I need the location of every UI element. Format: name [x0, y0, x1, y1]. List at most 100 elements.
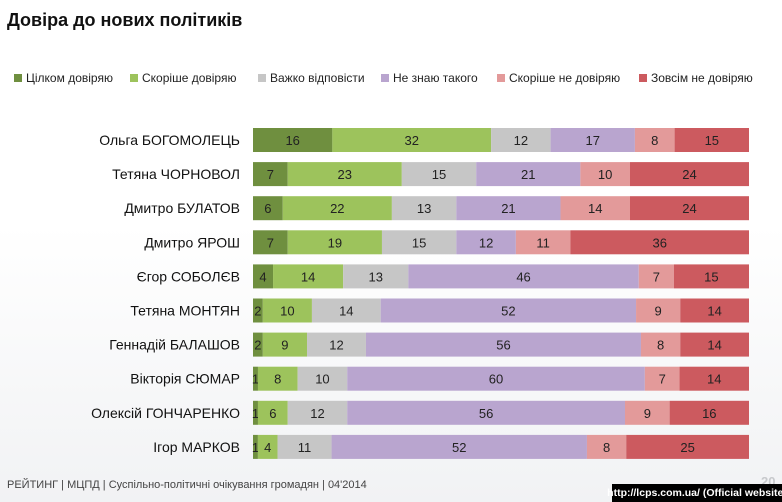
legend-label: Не знаю такого — [393, 71, 478, 85]
legend-swatch — [14, 74, 22, 82]
data-label: 56 — [479, 406, 493, 421]
data-label: 7 — [653, 269, 660, 284]
category-label: Дмитро БУЛАТОВ — [124, 200, 240, 216]
data-label: 6 — [269, 406, 276, 421]
data-label: 8 — [657, 338, 664, 353]
legend-item: Скоріше довіряю — [130, 71, 236, 85]
data-label: 7 — [659, 372, 666, 387]
legend-swatch — [381, 74, 389, 82]
bar-segment — [476, 162, 581, 187]
bar-segment — [347, 366, 645, 391]
category-label: Вікторія СЮМАР — [130, 371, 240, 387]
data-label: 8 — [603, 440, 610, 455]
bar-segment — [282, 196, 392, 221]
data-label: 46 — [516, 269, 530, 284]
footer-source: РЕЙТИНГ | МЦПД | Суспільно-політичні очі… — [7, 479, 367, 491]
legend-label: Цілком довіряю — [26, 71, 113, 85]
bar-segment — [638, 264, 674, 289]
data-label: 1 — [252, 440, 259, 455]
bar-segment — [253, 230, 288, 255]
bar-segment — [456, 196, 561, 221]
legend-label: Скоріше не довіряю — [509, 71, 621, 85]
data-label: 13 — [369, 269, 383, 284]
data-label: 14 — [588, 201, 602, 216]
bar-segment — [297, 366, 348, 391]
bar-segment — [636, 298, 681, 323]
data-label: 23 — [338, 167, 352, 182]
bar-segment — [515, 230, 571, 255]
data-label: 15 — [412, 235, 426, 250]
legend-swatch — [130, 74, 138, 82]
bar-segment — [586, 434, 627, 459]
bar-segment — [287, 162, 402, 187]
data-label: 9 — [644, 406, 651, 421]
bar-segment — [253, 400, 258, 425]
data-label: 24 — [682, 167, 696, 182]
bar-segment — [560, 196, 630, 221]
bar-segment — [257, 400, 288, 425]
bar-segment — [332, 128, 492, 152]
data-label: 22 — [330, 201, 344, 216]
bar-segment — [253, 128, 333, 152]
category-label: Тетяна МОНТЯН — [130, 303, 240, 319]
legend-item: Важко відповісти — [258, 71, 365, 85]
data-label: 56 — [496, 338, 510, 353]
chart-title: Довіра до нових політиків — [7, 10, 243, 30]
data-label: 4 — [259, 269, 266, 284]
bar-segment — [626, 434, 749, 459]
bar-segment — [380, 298, 637, 323]
data-label: 16 — [702, 406, 716, 421]
legend-item: Скоріше не довіряю — [497, 71, 620, 85]
bar-segment — [680, 298, 749, 323]
bar-segment — [287, 400, 348, 425]
data-label: 11 — [536, 235, 550, 250]
data-label: 17 — [586, 133, 600, 148]
data-label: 52 — [501, 304, 515, 319]
bar-segment — [629, 196, 749, 221]
category-label: Дмитро ЯРОШ — [144, 234, 240, 250]
legend-label: Важко відповісти — [270, 71, 365, 85]
data-label: 16 — [285, 133, 299, 148]
data-label: 10 — [315, 372, 329, 387]
data-label: 21 — [521, 167, 535, 182]
data-label: 9 — [655, 304, 662, 319]
data-label: 24 — [682, 201, 696, 216]
bar-segment — [287, 230, 382, 255]
data-label: 14 — [339, 304, 353, 319]
bar-segment — [580, 162, 630, 187]
data-label: 8 — [651, 133, 658, 148]
data-label: 15 — [432, 167, 446, 182]
category-label: Тетяна ЧОРНОВОЛ — [112, 166, 240, 182]
bar-segment — [331, 434, 587, 459]
legend-label: Зовсім не довіряю — [651, 71, 753, 85]
bar-segment — [257, 366, 298, 391]
data-label: 15 — [704, 269, 718, 284]
data-label: 1 — [252, 372, 259, 387]
bar-segment — [456, 230, 516, 255]
data-label: 60 — [489, 372, 503, 387]
data-label: 10 — [598, 167, 612, 182]
bar-segment — [253, 162, 288, 187]
category-label: Ігор МАРКОВ — [153, 439, 240, 455]
category-label: Олексій ГОНЧАРЕНКО — [91, 405, 240, 421]
bar-segment — [550, 128, 635, 152]
bar-segment — [253, 434, 258, 459]
bar-segment — [253, 332, 263, 357]
data-label: 32 — [404, 133, 418, 148]
bar-segment — [640, 332, 681, 357]
legend-item: Не знаю такого — [381, 71, 478, 85]
data-label: 13 — [417, 201, 431, 216]
bar-segment — [347, 400, 625, 425]
source-badge: http://lcps.com.ua/ (Official website) — [607, 484, 782, 502]
bar-segment — [680, 332, 749, 357]
data-label: 11 — [298, 440, 312, 455]
bar-segment — [634, 128, 675, 152]
bar-segment — [262, 298, 312, 323]
bar-segment — [365, 332, 641, 357]
data-label: 14 — [707, 372, 721, 387]
category-label: Єгор СОБОЛЄВ — [137, 268, 240, 284]
data-label: 4 — [264, 440, 271, 455]
legend-swatch — [497, 74, 505, 82]
category-label: Ольга БОГОМОЛЕЦЬ — [99, 132, 240, 148]
data-label: 8 — [274, 372, 281, 387]
